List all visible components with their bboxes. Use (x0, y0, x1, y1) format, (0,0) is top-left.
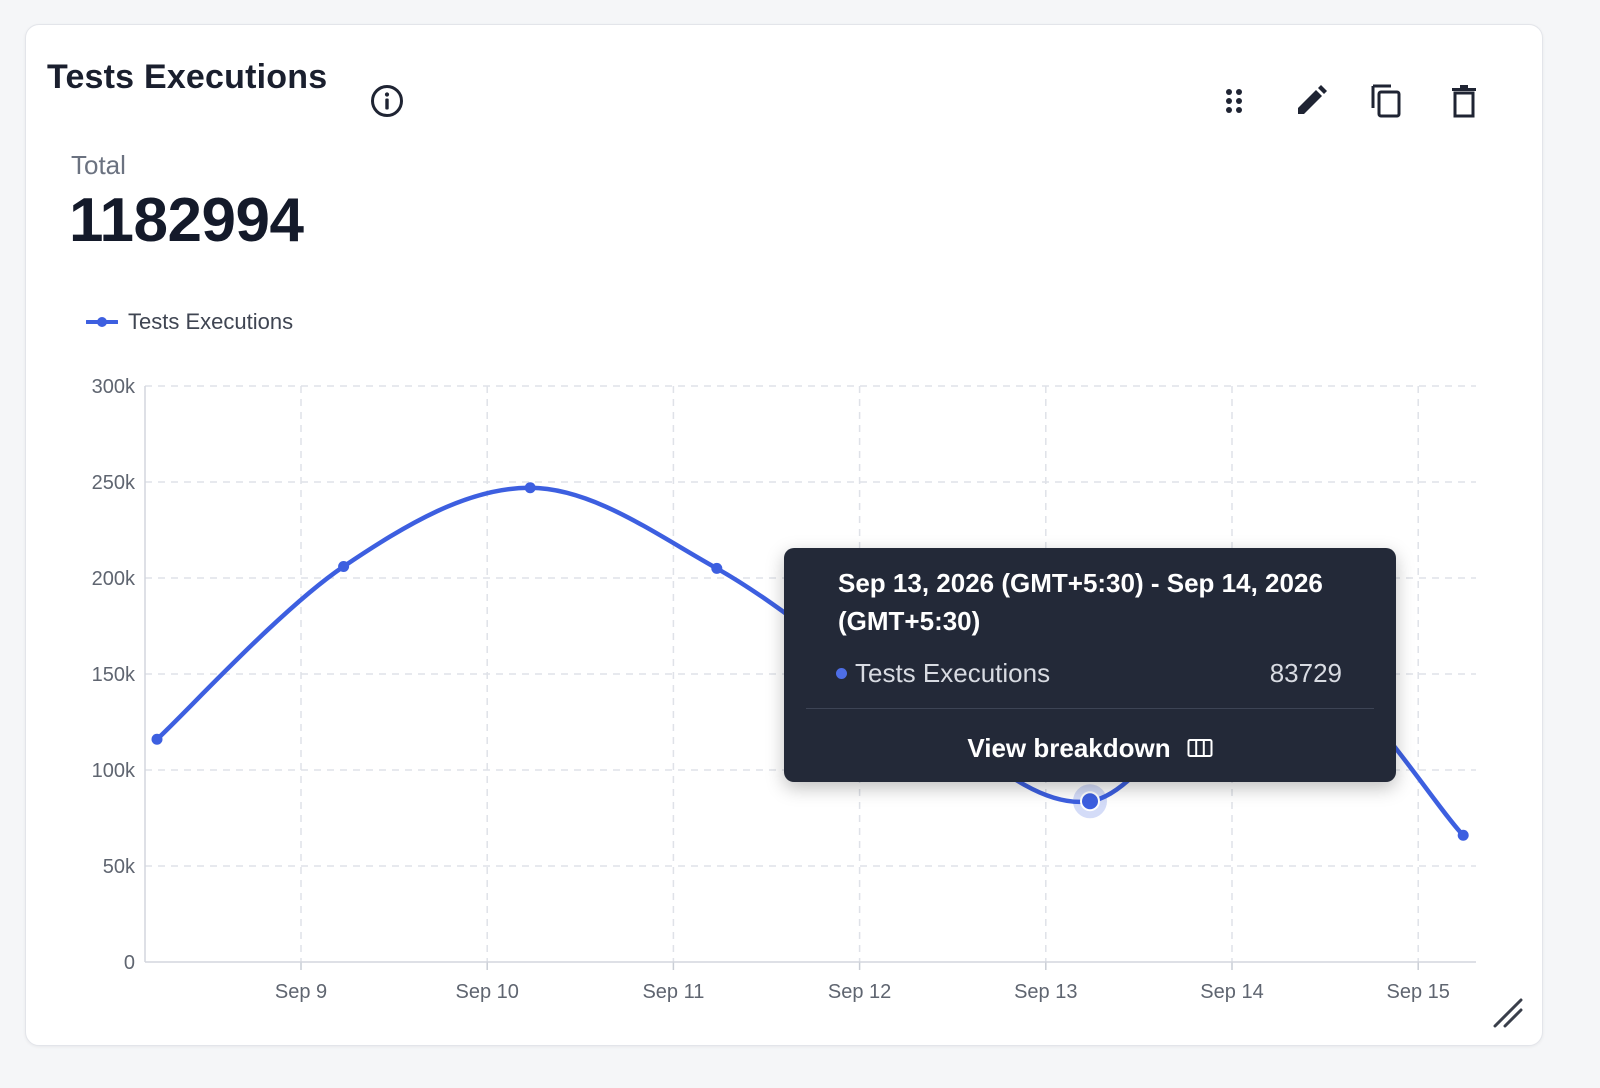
y-tick-label: 250k (92, 472, 136, 494)
columns-icon (1187, 739, 1213, 757)
drag-handle-icon[interactable] (1216, 84, 1252, 120)
chart-tooltip: Sep 13, 2026 (GMT+5:30) - Sep 14, 2026 (… (784, 548, 1396, 782)
x-tick-label: Sep 12 (828, 981, 891, 1003)
data-point-highlighted (1080, 791, 1100, 812)
widget-title: Tests Executions (47, 58, 328, 96)
x-tick-label: Sep 10 (456, 981, 519, 1003)
tooltip-date-range: Sep 13, 2026 (GMT+5:30) - Sep 14, 2026 (… (838, 568, 1323, 636)
total-label: Total (71, 150, 126, 180)
tooltip-series-row: Tests Executions 83729 (836, 656, 1342, 690)
y-tick-label: 0 (124, 952, 135, 974)
legend-label: Tests Executions (128, 309, 294, 334)
view-breakdown-button[interactable]: View breakdown (784, 728, 1396, 768)
tooltip-divider (806, 708, 1374, 709)
chart-legend-item[interactable]: Tests Executions (86, 307, 293, 337)
edit-icon[interactable] (1293, 83, 1329, 119)
data-point (711, 562, 723, 574)
data-point (151, 733, 163, 745)
x-tick-label: Sep 11 (642, 981, 704, 1003)
data-point (1457, 829, 1469, 841)
tooltip-value: 83729 (1269, 657, 1342, 688)
data-point (338, 560, 350, 572)
y-tick-label: 50k (103, 856, 136, 878)
tooltip-series-dot (836, 667, 847, 679)
x-tick-label: Sep 9 (275, 981, 327, 1003)
delete-icon[interactable] (1446, 83, 1482, 119)
y-tick-label: 300k (92, 376, 136, 398)
info-icon[interactable] (370, 84, 404, 118)
tooltip-series: Tests Executions (836, 658, 1050, 689)
tooltip-series-name: Tests Executions (855, 657, 1051, 688)
x-tick-label: Sep 13 (1014, 981, 1077, 1003)
legend-line-marker (86, 317, 118, 327)
total-value: 1182994 (69, 186, 304, 255)
y-tick-label: 200k (92, 568, 136, 590)
view-breakdown-label: View breakdown (967, 732, 1171, 763)
resize-handle-icon[interactable] (1491, 996, 1525, 1030)
y-tick-label: 150k (92, 664, 136, 686)
y-tick-label: 100k (92, 760, 136, 782)
data-point (524, 482, 536, 494)
x-tick-label: Sep 15 (1387, 981, 1450, 1003)
widget-card (25, 24, 1543, 1046)
duplicate-icon[interactable] (1369, 82, 1405, 118)
x-tick-label: Sep 14 (1200, 981, 1263, 1003)
